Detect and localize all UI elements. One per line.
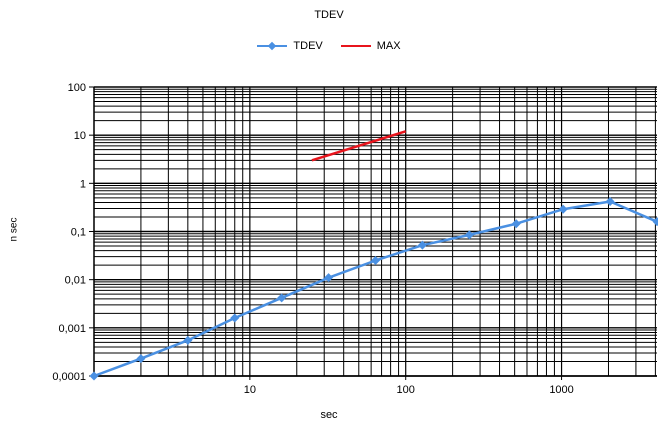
y-tick-label: 0,1 (71, 227, 86, 239)
x-tick-label: 1000 (549, 384, 573, 396)
legend-swatch-tdev (257, 41, 288, 51)
y-tick-label: 1 (80, 178, 86, 190)
data-point-tdev (652, 217, 658, 227)
data-point-tdev (89, 371, 99, 381)
legend-item-tdev: TDEV (257, 40, 323, 52)
data-point-tdev (324, 273, 334, 283)
y-tick-label: 10 (74, 130, 86, 142)
axes (89, 86, 657, 380)
data-point-tdev (371, 255, 380, 265)
data-point-tdev (464, 230, 474, 240)
grid (93, 86, 657, 377)
data-point-tdev (136, 354, 146, 364)
legend-item-max: MAX (340, 40, 401, 52)
legend-swatch-max (340, 41, 371, 51)
y-tick-label: 0,0001 (52, 371, 86, 383)
y-tick-label: 0,001 (58, 323, 86, 335)
chart-title: TDEV (314, 9, 344, 21)
series-layer (89, 130, 658, 381)
data-point-tdev (277, 293, 287, 303)
data-point-tdev (605, 196, 615, 206)
x-axis-label: sec (320, 409, 338, 421)
legend-label-tdev: TDEV (293, 40, 323, 52)
legend-label-max: MAX (376, 40, 401, 52)
data-point-tdev (183, 335, 193, 345)
series-line-tdev (93, 200, 658, 378)
series-line-max (311, 130, 407, 162)
data-point-tdev (511, 219, 521, 229)
data-point-tdev (230, 313, 240, 323)
x-tick-label: 100 (397, 384, 415, 396)
y-tick-label: 0,01 (65, 275, 86, 287)
legend: TDEV MAX (0, 40, 658, 52)
tick-labels: 0,0001 0,001 0,01 0,1 1 10 100 10 100 1000 (52, 82, 573, 396)
x-tick-label: 10 (244, 384, 256, 396)
data-point-tdev (558, 204, 568, 214)
data-point-tdev (417, 240, 427, 250)
y-tick-label: 100 (68, 82, 86, 94)
